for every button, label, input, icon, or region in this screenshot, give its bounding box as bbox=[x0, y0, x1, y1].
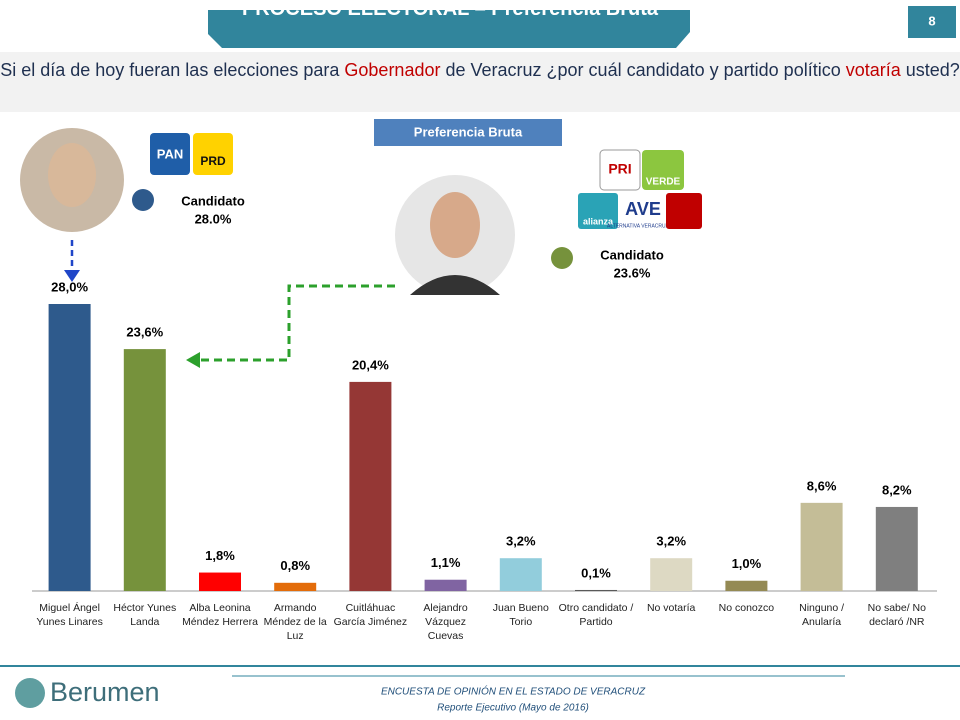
x-tick-label: No votaría bbox=[646, 602, 696, 614]
x-tick-label: Armando Méndez de la Luz bbox=[263, 602, 327, 642]
value-label: 3,2% bbox=[506, 534, 536, 549]
portrait-face bbox=[430, 192, 480, 258]
bar bbox=[575, 589, 617, 591]
question-highlight: votaría bbox=[845, 60, 901, 80]
question-text: Si el día de hoy fueran las elecciones p… bbox=[0, 60, 345, 80]
page-box bbox=[908, 6, 956, 38]
logo bbox=[150, 133, 190, 175]
logo-text: PRI bbox=[608, 161, 631, 177]
page-number: 8 bbox=[928, 13, 935, 28]
bar bbox=[424, 579, 467, 591]
brand: Berumen bbox=[50, 677, 160, 707]
bar bbox=[499, 558, 542, 591]
logo-text: AVE bbox=[625, 199, 661, 219]
value-label: 0,1% bbox=[581, 565, 611, 580]
logo bbox=[193, 133, 233, 175]
chart-title-box bbox=[374, 119, 562, 146]
question-highlight: Gobernador bbox=[344, 60, 441, 80]
bar bbox=[800, 502, 843, 591]
annotation: Candidato bbox=[181, 193, 245, 208]
logo bbox=[642, 150, 684, 190]
bar bbox=[650, 558, 693, 591]
logo-text: PRD bbox=[200, 154, 226, 168]
logo-text: PAN bbox=[157, 146, 183, 161]
bar bbox=[349, 381, 392, 591]
footer-text: ENCUESTA DE OPINIÓN EN EL ESTADO DE VERA… bbox=[381, 685, 646, 698]
x-tick-label: Ninguno / Anularía bbox=[799, 602, 845, 628]
bar bbox=[48, 304, 91, 591]
x-tick-label: Cuitláhuac García Jiménez bbox=[333, 602, 408, 628]
question: Si el día de hoy fueran las elecciones p… bbox=[0, 52, 960, 112]
value-label: 1,1% bbox=[431, 555, 461, 570]
value-label: 23,6% bbox=[126, 325, 163, 340]
bar bbox=[199, 572, 241, 591]
logo bbox=[578, 193, 618, 229]
value-label: 8,2% bbox=[882, 482, 912, 497]
logo bbox=[666, 193, 702, 229]
arrow bbox=[198, 284, 395, 362]
x-tick-label: Juan Bueno Torio bbox=[492, 602, 549, 628]
x-tick-label: Alejandro Vázquez Cuevas bbox=[423, 602, 468, 642]
arrow-head bbox=[64, 270, 80, 282]
x-tick-label: No conozco bbox=[718, 602, 775, 614]
value-label: 28,0% bbox=[51, 279, 88, 294]
annotation: 23.6% bbox=[614, 265, 651, 280]
logo-text: VERDE bbox=[646, 177, 681, 188]
footer-text: Reporte Ejecutivo (Mayo de 2016) bbox=[437, 703, 589, 714]
logo-text: alianza bbox=[583, 216, 614, 226]
bar bbox=[875, 506, 918, 591]
value-label: 3,2% bbox=[656, 534, 686, 549]
value-label: 20,4% bbox=[352, 357, 389, 372]
annotation: 28.0% bbox=[195, 211, 232, 226]
question-text: de Veracruz ¿por cuál candidato y partid… bbox=[440, 60, 846, 80]
bar bbox=[274, 582, 317, 591]
x-tick-label: No sabe/ No declaró /NR bbox=[867, 602, 926, 628]
x-tick-label: Alba Leonina Méndez Herrera bbox=[182, 602, 258, 628]
header-banner bbox=[208, 10, 690, 48]
value-label: 8,6% bbox=[807, 478, 837, 493]
legend-dot bbox=[551, 247, 573, 269]
header-title: PROCESO ELECTORAL – Preferencia Bruta bbox=[241, 0, 659, 20]
value-label: 0,8% bbox=[280, 558, 310, 573]
x-tick-label: Otro candidato / Partido bbox=[558, 602, 634, 628]
arrow-head bbox=[186, 352, 200, 368]
x-tick-label: Héctor Yunes Landa bbox=[113, 602, 177, 628]
value-label: 1,8% bbox=[205, 548, 235, 563]
annotation: Candidato bbox=[600, 247, 664, 262]
bar bbox=[123, 349, 166, 591]
logo bbox=[599, 149, 641, 191]
chart-title: Preferencia Bruta bbox=[414, 124, 523, 139]
question-text: usted? bbox=[900, 60, 960, 80]
logo-text: ALTERNATIVA VERACRUZANA bbox=[607, 223, 680, 229]
portrait-face bbox=[48, 143, 96, 207]
portrait-suit bbox=[410, 275, 500, 295]
value-label: 1,0% bbox=[732, 556, 762, 571]
x-tick-label: Miguel Ángel Yunes Linares bbox=[36, 602, 103, 628]
brand-logo bbox=[15, 678, 45, 708]
bar bbox=[725, 580, 768, 591]
legend-dot bbox=[132, 189, 154, 211]
